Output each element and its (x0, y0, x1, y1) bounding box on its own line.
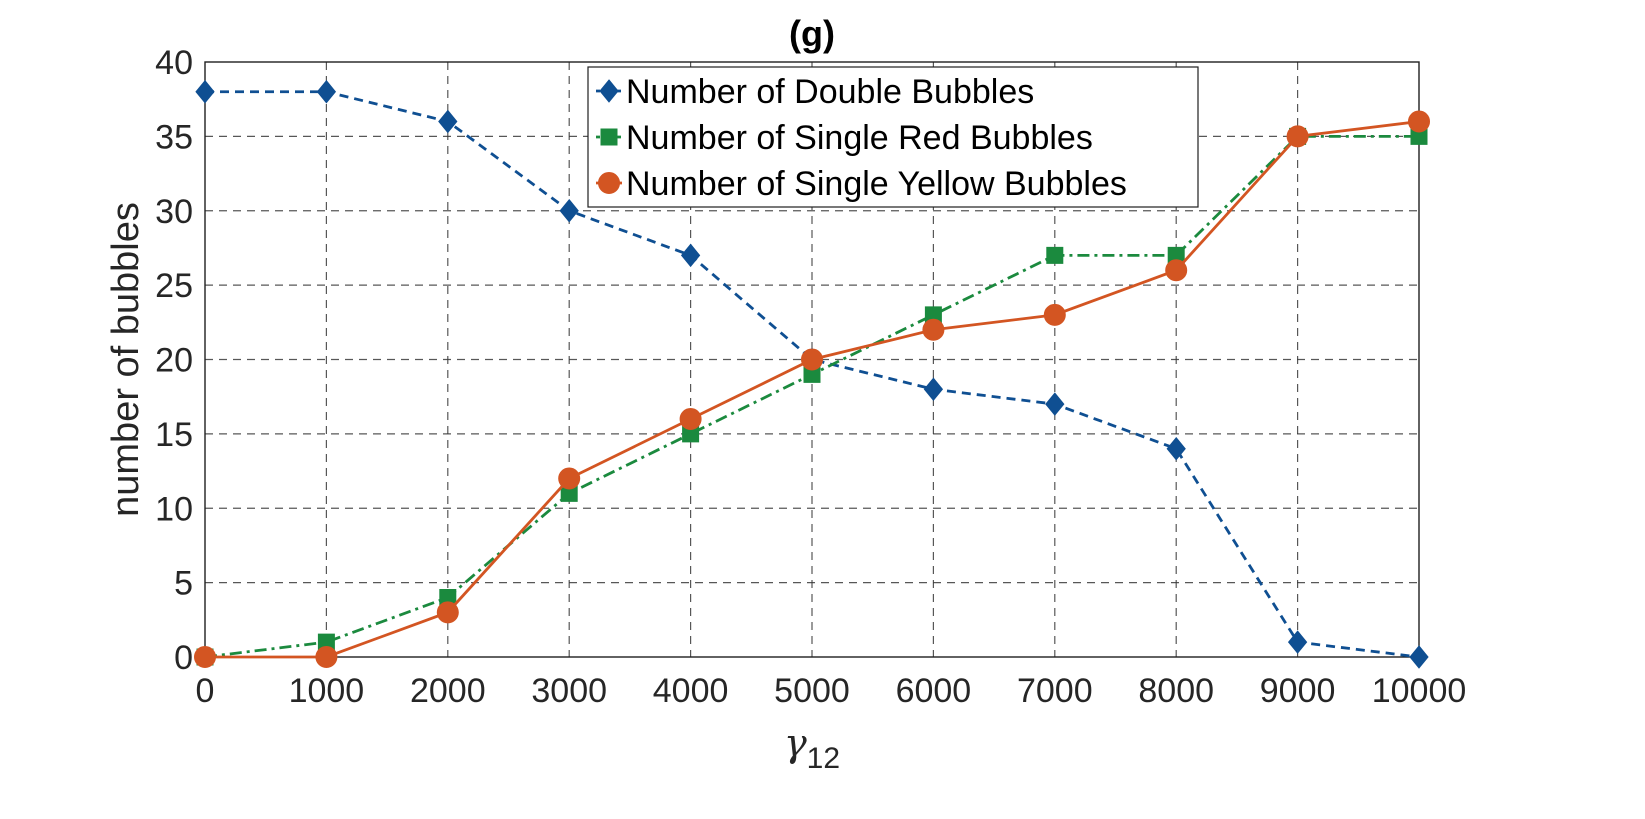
data-point-circle (922, 318, 945, 341)
data-point-circle (558, 467, 581, 490)
data-point-diamond (316, 79, 337, 104)
series-line (204, 134, 1419, 659)
legend-item: Number of Single Yellow Bubbles (596, 165, 1127, 203)
legend-items: Number of Double Bubbles Number of Single… (596, 73, 1127, 203)
x-axis-title: γ12 (784, 721, 840, 775)
y-tick-label: 35 (155, 118, 193, 156)
legend-item: Number of Double Bubbles (596, 73, 1034, 111)
x-axis-ticks: 0 1000 2000 3000 4000 5000 6000 7000 8000 9000 100… (196, 672, 1467, 710)
x-tick-label: 3000 (531, 672, 607, 710)
y-tick-label: 30 (155, 193, 193, 231)
legend: Number of Double Bubbles Number of Single… (587, 66, 1199, 208)
x-tick-label: 6000 (896, 672, 972, 710)
series-3 (194, 110, 1430, 668)
data-point-circle (1408, 110, 1430, 133)
data-point-circle (1286, 125, 1309, 148)
legend-label: Number of Double Bubbles (626, 73, 1034, 111)
legend-box (587, 66, 1199, 208)
data-point-circle (315, 646, 338, 668)
plot-area-border (204, 61, 1420, 658)
data-point-diamond (1409, 645, 1429, 669)
data-point-diamond (438, 109, 458, 134)
legend-item: Number of Single Red Bubbles (596, 119, 1093, 157)
legend-label: Number of Single Yellow Bubbles (626, 165, 1127, 203)
data-point-circle (1043, 303, 1066, 326)
y-tick-label: 15 (155, 416, 193, 454)
data-point-diamond (195, 79, 215, 104)
x-tick-label: 9000 (1260, 672, 1336, 710)
data-point-circle (679, 408, 702, 430)
series-layer (194, 79, 1430, 669)
chart-title: (g) (789, 13, 835, 54)
x-axis-title-symbol: γ (784, 721, 807, 765)
y-tick-label: 0 (174, 639, 193, 677)
data-point-circle (1165, 259, 1188, 282)
y-tick-label: 40 (155, 44, 193, 82)
data-point-diamond (1045, 392, 1065, 416)
x-tick-label: 2000 (410, 672, 486, 710)
data-point-diamond (923, 377, 944, 402)
data-point-circle (801, 348, 823, 371)
x-tick-label: 7000 (1017, 672, 1093, 710)
series-1 (195, 79, 1429, 669)
data-point-diamond (559, 198, 579, 223)
y-tick-label: 5 (174, 565, 193, 603)
y-tick-label: 10 (155, 490, 193, 528)
x-tick-label: 8000 (1138, 672, 1214, 710)
x-tick-label: 10000 (1372, 672, 1467, 710)
data-point-diamond (1166, 436, 1186, 461)
data-point-circle (436, 601, 459, 624)
y-tick-label: 20 (155, 342, 193, 380)
legend-marker-square (600, 128, 618, 146)
x-tick-label: 5000 (774, 672, 850, 710)
y-tick-label: 25 (155, 267, 193, 305)
data-point-square (1046, 246, 1064, 264)
x-tick-label: 1000 (289, 672, 365, 710)
x-tick-label: 0 (196, 672, 215, 710)
legend-label: Number of Single Red Bubbles (626, 119, 1093, 157)
x-tick-label: 4000 (653, 672, 729, 710)
legend-marker-diamond (599, 79, 619, 103)
x-axis-title-subscript: 12 (807, 742, 840, 775)
y-axis-title: number of bubbles (105, 202, 147, 517)
legend-marker-circle (598, 172, 620, 194)
data-point-circle (194, 646, 216, 668)
data-point-diamond (680, 243, 701, 268)
y-axis-ticks: 0 5 10 15 20 25 30 35 40 (155, 44, 193, 677)
data-point-diamond (1287, 630, 1308, 654)
